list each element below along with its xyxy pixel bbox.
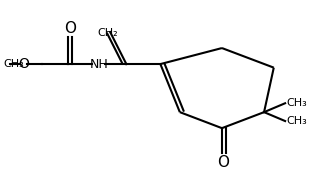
Text: O: O [217,155,230,170]
Text: NH: NH [89,57,108,71]
Text: CH₃: CH₃ [3,59,24,69]
Text: CH₃: CH₃ [286,116,307,126]
Text: CH₃: CH₃ [286,98,307,108]
Text: O: O [18,57,29,71]
Text: CH₂: CH₂ [97,28,118,38]
Text: O: O [64,21,76,36]
